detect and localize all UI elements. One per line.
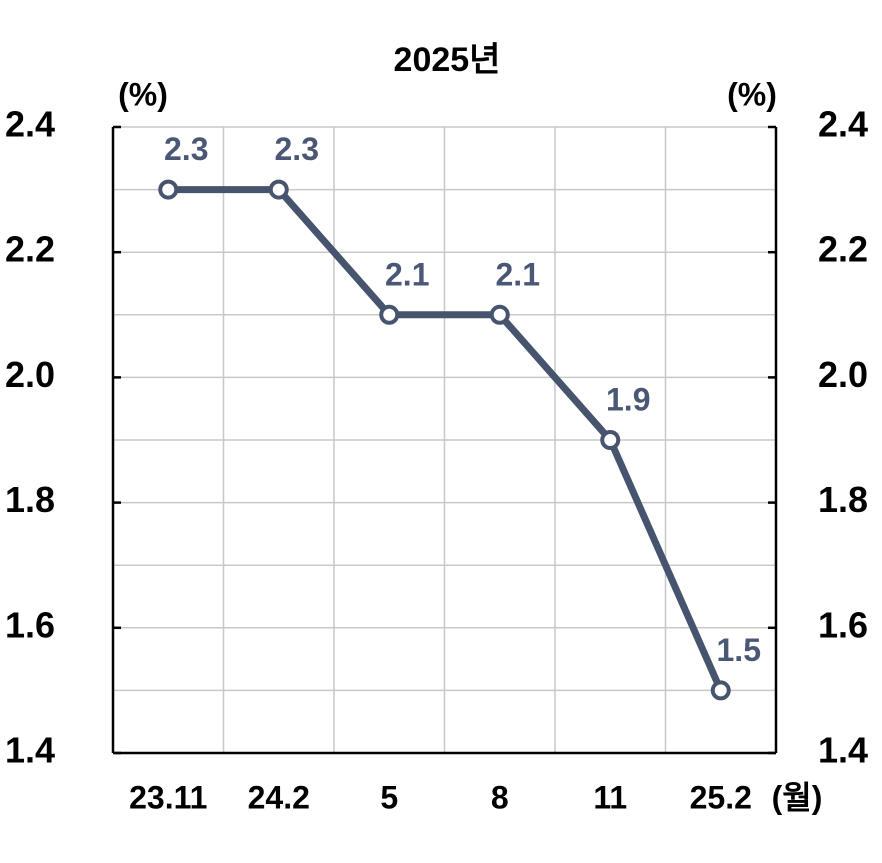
y2-axis-label: (%): [727, 76, 777, 112]
x-tick-label: 5: [380, 779, 398, 815]
x-tick-label: 8: [491, 779, 509, 815]
y-tick-label: 2.2: [5, 229, 55, 270]
marker: [600, 430, 621, 450]
data-label: 2.1: [385, 256, 429, 292]
x-axis-label: (월): [772, 779, 823, 815]
marker: [268, 179, 289, 200]
x-tick-label: 11: [593, 779, 627, 815]
y2-tick-label: 2.2: [818, 229, 868, 270]
marker: [158, 179, 179, 200]
y2-tick-label: 2.0: [818, 354, 868, 395]
data-label: 2.1: [496, 256, 540, 292]
y-tick-label: 2.0: [5, 354, 55, 395]
data-label: 1.9: [606, 381, 650, 417]
y2-tick-label: 2.4: [818, 104, 868, 145]
y2-tick-label: 1.8: [818, 479, 868, 520]
x-tick-label: 23.11: [129, 779, 207, 815]
chart-title: 2025년: [394, 41, 501, 79]
y-tick-label: 1.8: [5, 479, 55, 520]
x-tick-label: 24.2: [248, 779, 310, 815]
y-tick-label: 1.6: [5, 604, 55, 645]
x-tick-label: 25.2: [690, 779, 752, 815]
marker: [489, 304, 510, 325]
line: [168, 186, 724, 692]
y-tick-label: 1.4: [5, 730, 55, 771]
data-label: 2.3: [164, 131, 208, 167]
y-tick-label: 2.4: [5, 104, 55, 145]
y2-tick-label: 1.6: [818, 604, 868, 645]
y2-tick-label: 1.4: [818, 730, 868, 771]
data-label: 1.5: [717, 632, 761, 668]
data-label: 2.3: [275, 131, 319, 167]
y-axis-label: (%): [118, 76, 168, 112]
marker: [710, 680, 731, 701]
marker: [379, 304, 400, 325]
